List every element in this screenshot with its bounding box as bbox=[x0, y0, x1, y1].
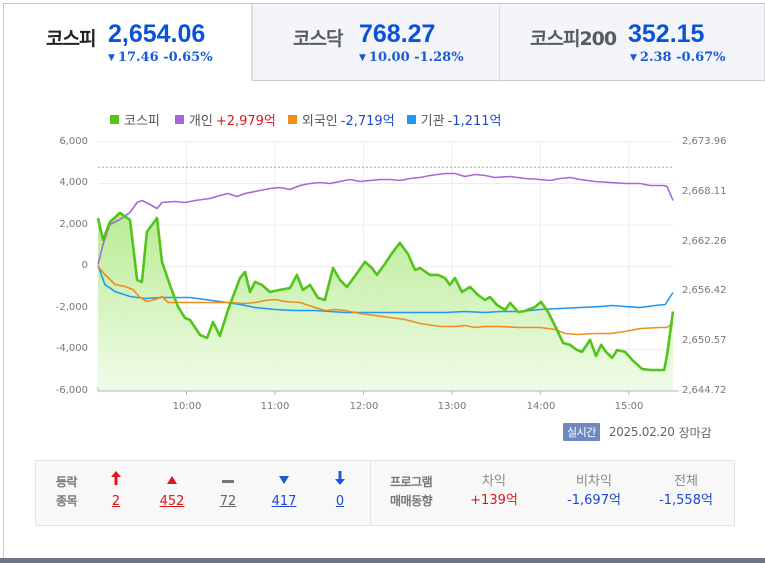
tab-kospi200[interactable]: 코스피200 352.15 ▼ 2.38 -0.67% bbox=[500, 4, 765, 81]
legend-value: -1,211억 bbox=[447, 113, 502, 129]
right-axis-tick: 2,656.42 bbox=[682, 285, 727, 296]
legend-value: -2,719억 bbox=[340, 113, 395, 129]
tab-name: 코스닥 bbox=[293, 28, 343, 50]
x-axis-tick: 15:00 bbox=[614, 401, 644, 412]
legend-value: +2,979억 bbox=[215, 113, 276, 129]
series-line bbox=[97, 172, 674, 265]
breadth-label: 등락 종목 bbox=[56, 475, 78, 508]
tab-price: 768.27 bbox=[359, 20, 436, 48]
chart-series bbox=[96, 172, 675, 391]
legend-swatch-icon bbox=[287, 114, 297, 124]
x-axis-tick: 12:00 bbox=[349, 401, 379, 412]
bottom-bar bbox=[0, 558, 765, 563]
lower-limit-count-link[interactable]: 0 bbox=[335, 494, 345, 509]
chart-legend: 코스피 개인 +2,979억 외국인 -2,719억 기관 -1,211억 bbox=[110, 109, 513, 129]
left-axis-tick: -2,000 bbox=[55, 302, 88, 313]
tab-name: 코스피200 bbox=[530, 28, 617, 50]
tab-price: 352.15 bbox=[628, 20, 705, 48]
rise-triangle-icon bbox=[142, 471, 202, 490]
left-axis-tick: 0 bbox=[81, 260, 88, 271]
left-axis-tick: 2,000 bbox=[59, 219, 88, 230]
x-axis-tick: 13:00 bbox=[437, 401, 467, 412]
legend-item-kospi[interactable]: 코스피 bbox=[110, 110, 163, 129]
left-axis-tick: 6,000 bbox=[59, 136, 88, 147]
program-arbitrage: 차익 +139억 bbox=[470, 474, 518, 508]
tab-name: 코스피 bbox=[46, 28, 96, 50]
down-triangle-icon: ▼ bbox=[359, 53, 366, 63]
breadth-lower-limit: 0 bbox=[310, 471, 370, 512]
fall-count-link[interactable]: 417 bbox=[271, 494, 297, 509]
index-tabs: 코스피 2,654.06 ▼ 17.46 -0.65% 코스닥 768.27 ▼ 1… bbox=[4, 4, 765, 81]
kospi-area bbox=[98, 212, 673, 391]
breadth-rise: 452 bbox=[142, 471, 202, 512]
x-axis-tick: 10:00 bbox=[172, 401, 202, 412]
down-triangle-icon: ▼ bbox=[630, 53, 637, 63]
program-total: 전체 -1,558억 bbox=[659, 474, 713, 508]
upper-limit-count-link[interactable]: 2 bbox=[111, 494, 121, 509]
tab-kospi[interactable]: 코스피 2,654.06 ▼ 17.46 -0.65% bbox=[4, 4, 252, 81]
left-axis-tick: 4,000 bbox=[59, 177, 88, 188]
right-axis-tick: 2,650.57 bbox=[682, 335, 727, 346]
panel-frame bbox=[3, 3, 765, 563]
realtime-badge[interactable]: 실시간 bbox=[563, 423, 600, 441]
breadth-unchanged: 72 bbox=[198, 471, 258, 512]
tab-change: ▼ 10.00 -1.28% bbox=[359, 50, 464, 65]
right-axis-tick: 2,662.26 bbox=[682, 236, 727, 247]
breadth-upper-limit: 2 bbox=[86, 471, 146, 512]
rise-count-link[interactable]: 452 bbox=[159, 494, 185, 509]
program-trading-label: 프로그램 매매동향 bbox=[390, 475, 433, 508]
legend-swatch-icon bbox=[174, 114, 184, 124]
fall-triangle-icon bbox=[254, 471, 314, 490]
market-closed-label: 장마감 bbox=[678, 425, 712, 440]
program-non-arbitrage: 비차익 -1,697억 bbox=[567, 474, 621, 508]
market-status: 실시간 2025.02.20 장마감 bbox=[563, 423, 712, 441]
unchanged-count-link[interactable]: 72 bbox=[219, 494, 237, 509]
legend-item-individual[interactable]: 개인 +2,979억 bbox=[174, 110, 276, 129]
market-stats-box: 등락 종목 2 452 72 417 0 프로그램 매매동향 차 bbox=[35, 460, 735, 526]
x-axis-tick: 14:00 bbox=[526, 401, 556, 412]
stats-divider bbox=[370, 461, 371, 525]
x-axis-tick: 11:00 bbox=[260, 401, 290, 412]
tab-change: ▼ 2.38 -0.67% bbox=[630, 50, 726, 65]
lower-limit-arrow-icon bbox=[310, 471, 370, 490]
legend-item-institution[interactable]: 기관 -1,211억 bbox=[406, 110, 502, 129]
unchanged-dash-icon bbox=[198, 471, 258, 490]
right-axis-tick: 2,668.11 bbox=[682, 186, 727, 197]
right-axis-tick: 2,673.96 bbox=[682, 136, 727, 147]
legend-item-foreign[interactable]: 외국인 -2,719억 bbox=[287, 110, 395, 129]
left-axis-tick: -6,000 bbox=[55, 385, 88, 396]
right-axis-tick: 2,644.72 bbox=[682, 385, 727, 396]
breadth-fall: 417 bbox=[254, 471, 314, 512]
series-line bbox=[97, 265, 674, 336]
kospi-line bbox=[96, 211, 675, 372]
status-date: 2025.02.20 bbox=[608, 425, 675, 439]
legend-swatch-icon bbox=[110, 114, 119, 124]
left-axis-tick: -4,000 bbox=[55, 343, 88, 354]
legend-swatch-icon bbox=[406, 114, 416, 124]
down-triangle-icon: ▼ bbox=[108, 53, 115, 63]
tab-change: ▼ 17.46 -0.65% bbox=[108, 50, 213, 65]
series-line bbox=[97, 265, 674, 314]
upper-limit-arrow-icon bbox=[86, 471, 146, 490]
tab-price: 2,654.06 bbox=[108, 20, 206, 48]
chart-axes bbox=[97, 387, 679, 395]
tab-kosdaq[interactable]: 코스닥 768.27 ▼ 10.00 -1.28% bbox=[252, 4, 500, 81]
